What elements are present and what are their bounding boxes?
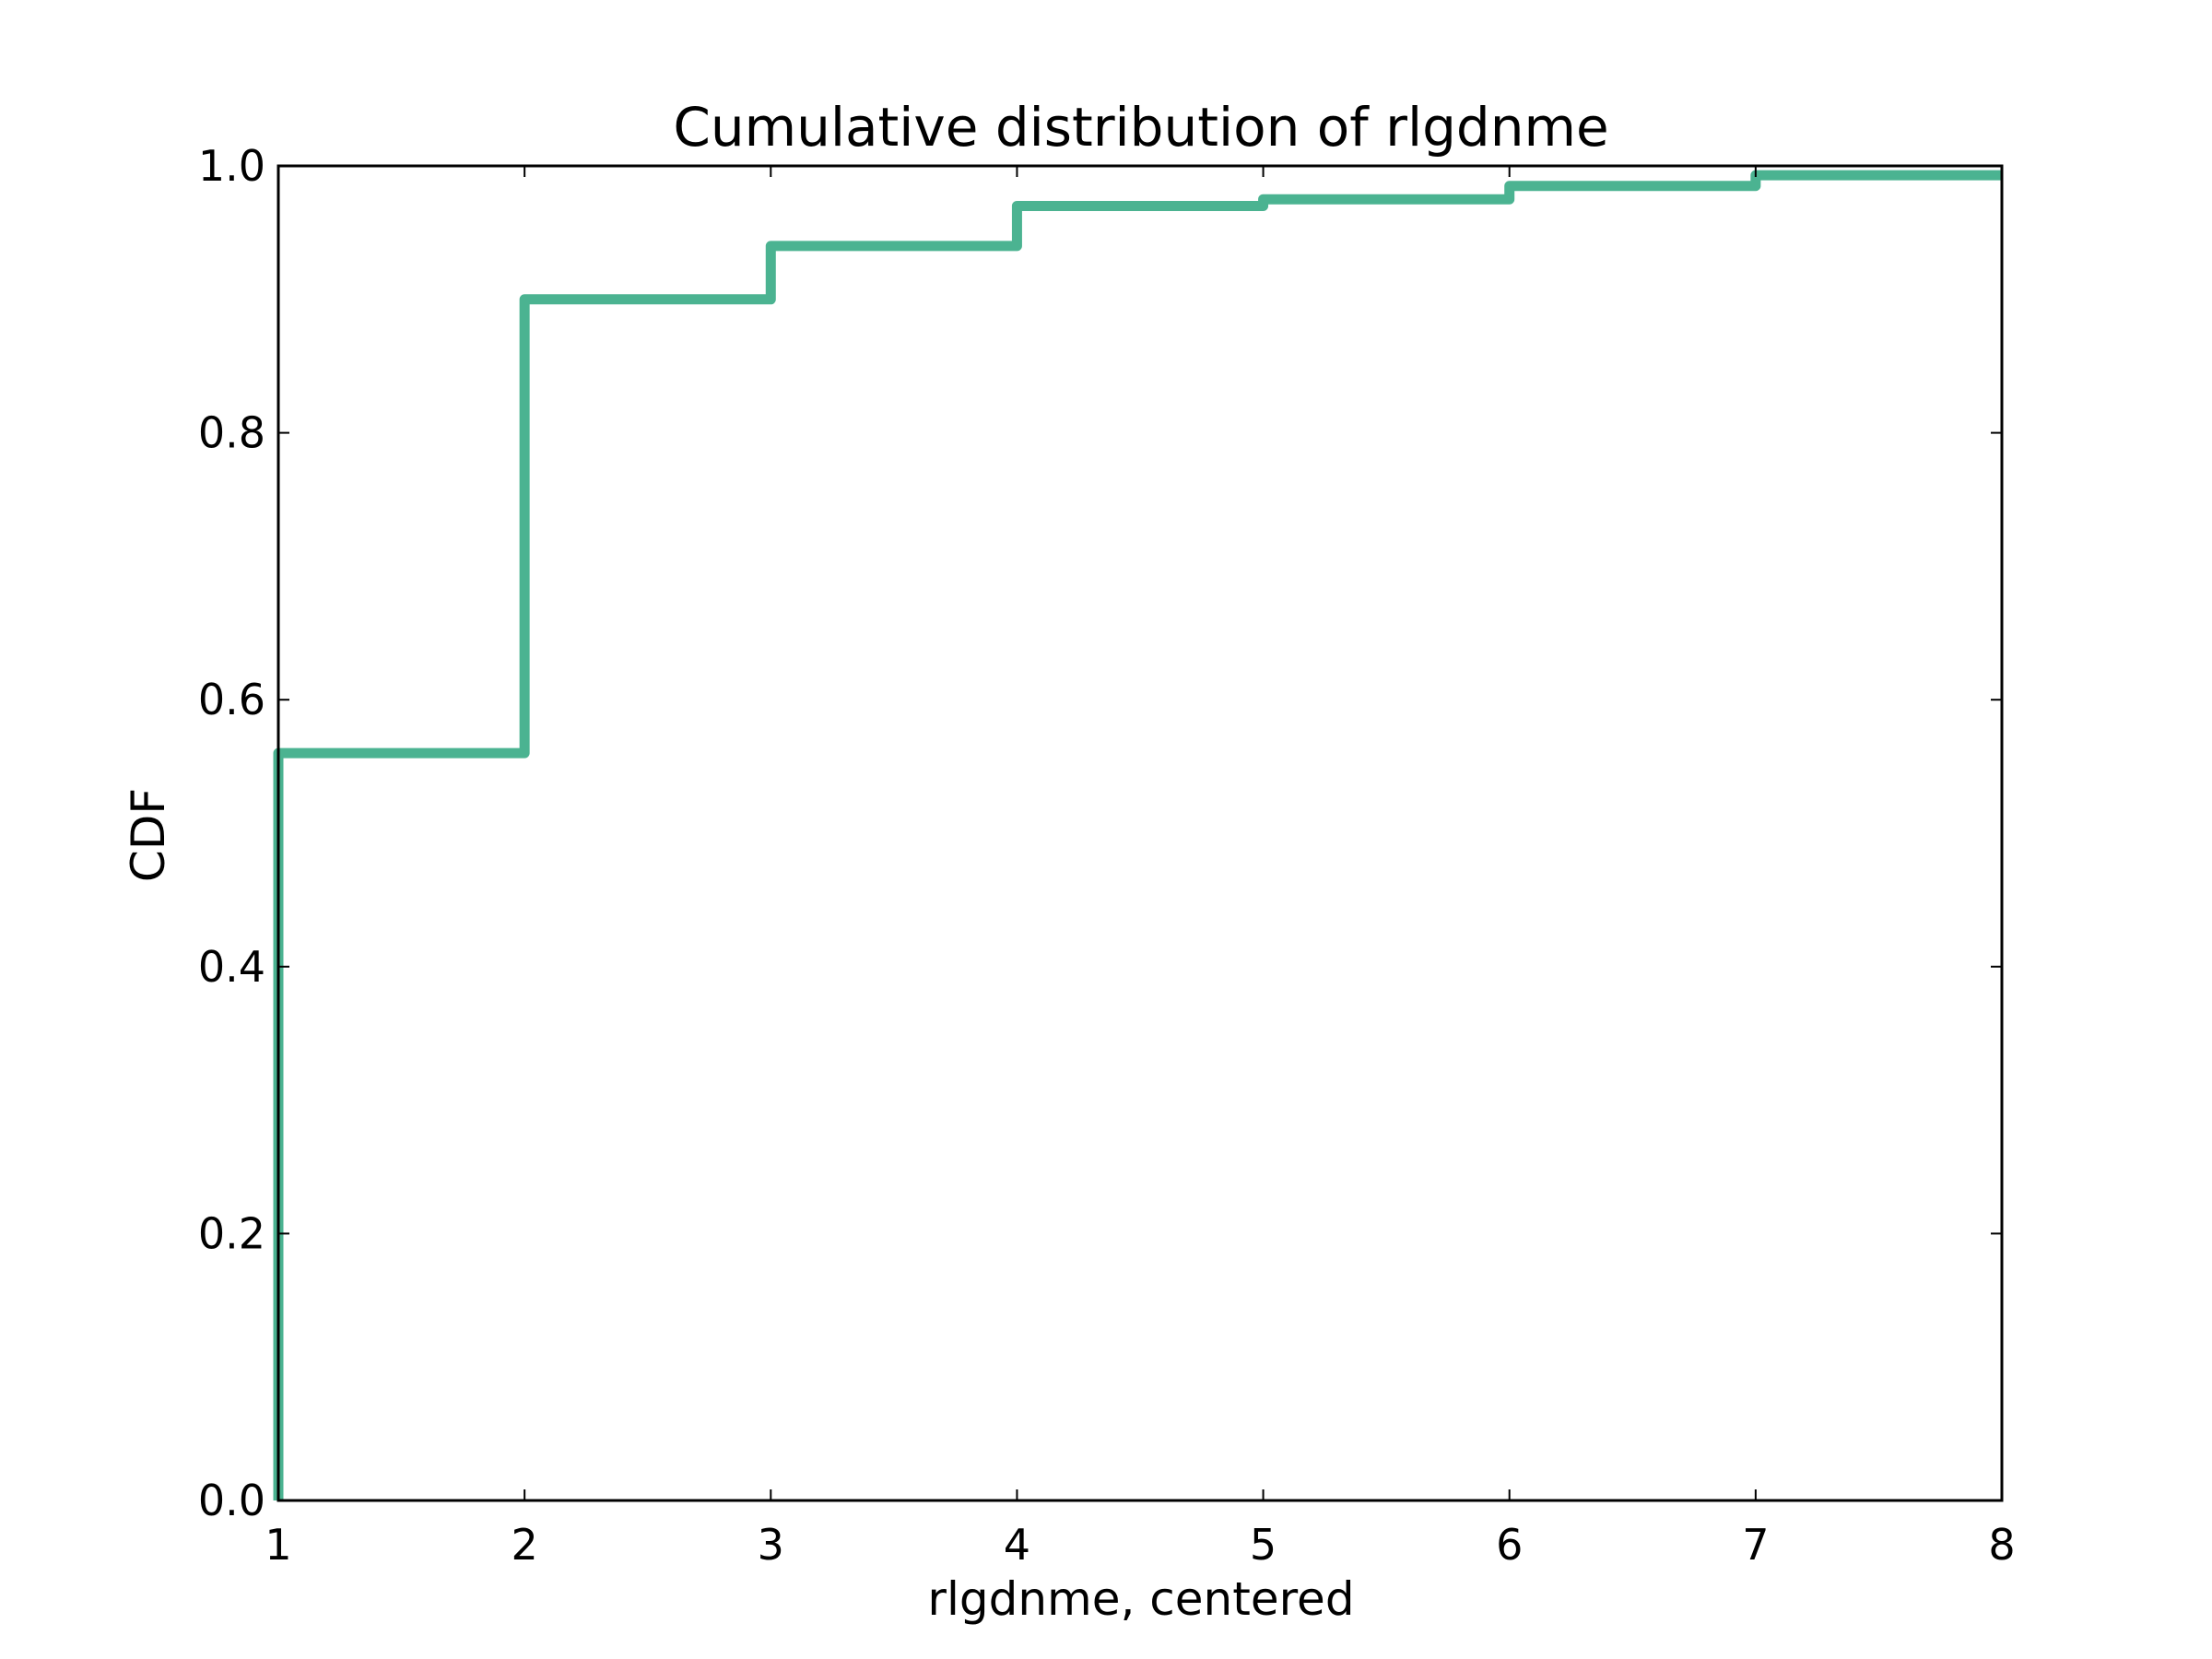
y-tick-label-0.2: 0.2 xyxy=(198,1208,265,1258)
cdf-series-line-0 xyxy=(273,170,2002,1500)
y-tick-label-0.4: 0.4 xyxy=(198,942,265,992)
y-axis-title: CDF xyxy=(122,788,175,882)
x-tick-label-6: 6 xyxy=(1496,1520,1523,1570)
x-tick-label-8: 8 xyxy=(1988,1520,2015,1570)
plot-area: 1 2 3 4 5 6 7 8 0.0 0.2 0.4 0.6 0.8 1.0 xyxy=(198,141,2016,1570)
x-tick-label-7: 7 xyxy=(1742,1520,1769,1570)
chart-title: Cumulative distribution of rlgdnme xyxy=(673,96,1608,159)
x-tick-label-3: 3 xyxy=(758,1520,784,1570)
x-tick-label-2: 2 xyxy=(512,1520,538,1570)
y-tick-label-1.0: 1.0 xyxy=(198,141,265,191)
x-tick-label-5: 5 xyxy=(1250,1520,1277,1570)
y-tick-label-0.8: 0.8 xyxy=(198,408,265,458)
x-tick-label-4: 4 xyxy=(1004,1520,1030,1570)
axes-frame xyxy=(276,164,2004,1502)
x-tick-label-1: 1 xyxy=(265,1520,291,1570)
x-axis-title: rlgdnme, centered xyxy=(927,1572,1354,1626)
y-tick-label-0.0: 0.0 xyxy=(198,1476,265,1525)
y-tick-label-0.6: 0.6 xyxy=(198,675,265,724)
